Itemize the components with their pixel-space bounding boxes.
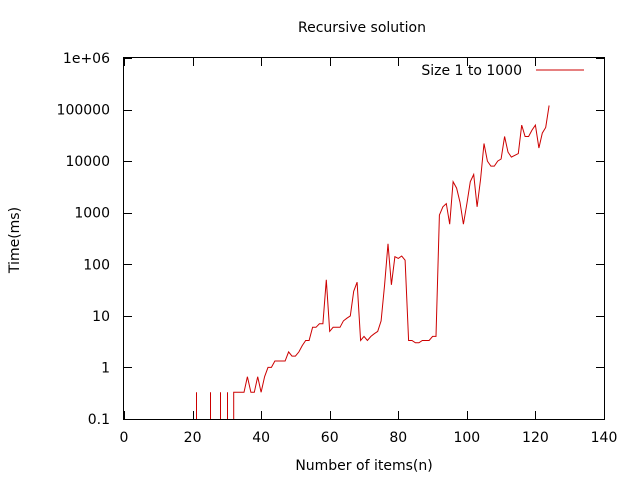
y-axis-label: Time(ms) (7, 207, 23, 274)
x-tick-label: 60 (321, 430, 339, 446)
x-tick-label: 20 (184, 430, 202, 446)
y-tick-label: 10 (92, 309, 110, 325)
x-tick-label: 0 (120, 430, 129, 446)
x-tick-label: 80 (389, 430, 407, 446)
y-tick-label: 0.1 (88, 412, 110, 428)
chart-title: Recursive solution (298, 20, 426, 36)
y-tick-label: 1000 (74, 206, 110, 222)
series-line-0 (233, 105, 550, 419)
x-tick-label: 140 (591, 430, 618, 446)
legend-label-series-0: Size 1 to 1000 (421, 63, 522, 79)
y-tick-label: 100000 (57, 103, 110, 119)
y-tick-label: 100 (83, 257, 110, 273)
x-tick-label: 100 (453, 430, 480, 446)
y-tick-label: 1e+06 (63, 51, 110, 67)
series-layer (196, 105, 550, 419)
y-axis-ticks: 0.1 1 10 100 1000 10000 100000 1e+06 (57, 51, 604, 428)
y-tick-label: 1 (101, 360, 110, 376)
x-axis-label: Number of items(n) (295, 458, 432, 474)
y-tick-label: 10000 (65, 154, 110, 170)
x-axis-ticks: 0 20 40 60 80 100 120 140 (120, 58, 618, 446)
x-tick-label: 120 (522, 430, 549, 446)
legend: Size 1 to 1000 (421, 63, 584, 79)
x-tick-label: 40 (252, 430, 270, 446)
plot-area-frame (123, 57, 605, 420)
